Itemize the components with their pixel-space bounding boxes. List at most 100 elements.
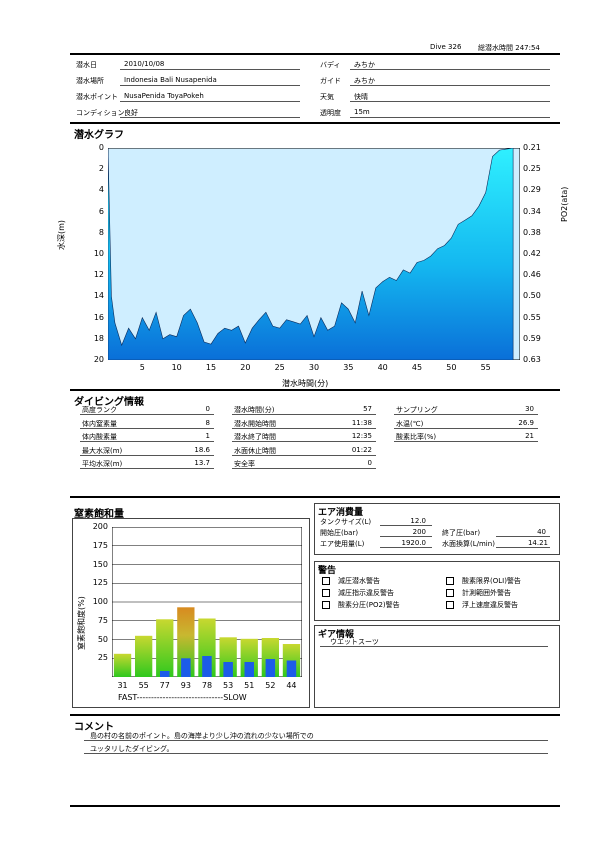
gear-panel: [314, 625, 560, 708]
dive-number-value: 326: [448, 43, 462, 51]
nitrogen-category-label: 52: [265, 681, 276, 690]
time-tick-label: 40: [377, 363, 388, 372]
comment-line-2: ユッタリしたダイビング。: [90, 745, 174, 753]
nitrogen-category-label: 51: [244, 681, 255, 690]
nitrogen-tick-label: 100: [92, 597, 108, 606]
po2-tick-label: 0.59: [523, 333, 541, 343]
time-tick-label: 20: [240, 363, 251, 372]
nitrogen-tick-label: 200: [92, 522, 108, 531]
nitrogen-category-label: 77: [159, 681, 170, 690]
diving-info-label: 潜水開始時間: [234, 419, 276, 428]
place-value: Indonesia Bali Nusapenida: [124, 76, 217, 84]
place-underline: [120, 85, 300, 86]
time-tick-label: 50: [446, 363, 457, 372]
diving-info-underline: [80, 414, 214, 415]
condition-underline: [120, 117, 300, 118]
slow-label: SLOW: [223, 693, 247, 702]
fast-label: FAST: [118, 693, 137, 702]
surface-rate-value: 14.21: [527, 539, 548, 547]
po2-axis-label: PO2(ata): [560, 186, 569, 222]
diving-info-underline: [232, 441, 376, 442]
warning-label: 酸素限界(OLI)警告: [462, 577, 521, 585]
dive-profile-chart: [108, 148, 520, 360]
point-label: 潜水ポイント: [76, 93, 118, 101]
surface-rate-underline: [496, 547, 550, 548]
fast-slow-line: ------------------------------: [136, 693, 224, 702]
diving-info-value: 11:38: [351, 418, 372, 427]
comment-line-1: 島の村の名前のポイント。島の海岸より少し沖の流れの少ない場所での: [90, 732, 314, 740]
depth-tick-label: 10: [93, 249, 104, 258]
depth-tick-label: 8: [98, 227, 104, 237]
time-tick-label: 55: [480, 363, 491, 372]
depth-tick-label: 12: [93, 270, 104, 280]
start-pressure-value: 200: [412, 528, 426, 536]
warning-checkbox: [322, 577, 330, 585]
diving-info-underline: [80, 427, 214, 429]
diving-info-value: 57: [363, 405, 372, 413]
end-pressure-underline: [496, 536, 550, 537]
place-label: 潜水場所: [76, 77, 104, 85]
comment-line-1-underline: [84, 740, 548, 741]
diving-info-underline: [80, 454, 214, 456]
footer-rule: [70, 805, 560, 807]
diving-info-value: 01:22: [351, 445, 372, 454]
diving-info-underline: [80, 468, 214, 469]
nitrogen-category-label: 55: [138, 681, 149, 690]
diving-info-label: 酸素比率(%): [396, 433, 437, 441]
po2-tick-label: 0.29: [523, 185, 541, 195]
diving-info-label: 水面休止時間: [234, 446, 276, 455]
diving-info-label: 最大水深(m): [82, 446, 123, 455]
diving-info-value: 30: [525, 405, 534, 413]
warnings-title: 警告: [318, 566, 337, 576]
nitrogen-bar: [156, 619, 174, 677]
nitrogen-tick-label: 75: [97, 615, 108, 625]
diving-info-value: 26.9: [518, 418, 534, 427]
comment-title: コメント: [74, 722, 114, 733]
diving-info-label: 潜水時間(分): [234, 406, 275, 414]
diving-info-underline: [394, 414, 538, 415]
depth-tick-label: 4: [98, 185, 104, 195]
diving-info-label: 高度ランク: [82, 406, 117, 414]
diving-info-label: サンプリング: [396, 406, 438, 414]
date-label: 潜水日: [76, 61, 97, 69]
diving-info-value: 8: [205, 418, 210, 427]
warning-checkbox: [446, 577, 454, 585]
start-pressure-label: 開始圧(bar): [320, 529, 359, 537]
buddy-value: みちか: [354, 61, 375, 69]
po2-tick-label: 0.34: [523, 206, 541, 216]
po2-tick-label: 0.25: [523, 164, 541, 174]
time-tick-label: 35: [343, 363, 354, 372]
buddy-label: バディ: [320, 61, 341, 69]
depth-tick-label: 16: [93, 312, 104, 322]
depth-profile-area: [108, 148, 514, 360]
visibility-label: 透明度: [320, 109, 341, 117]
nitrogen-tick-label: 150: [92, 559, 108, 569]
time-tick-label: 25: [274, 363, 285, 372]
warning-label: 減圧潜水警告: [338, 577, 380, 585]
nitrogen-inner-bar: [244, 662, 254, 677]
weather-underline: [350, 101, 550, 102]
diving-info-value: 0: [205, 405, 210, 413]
diving-info-label: 体内窒素量: [82, 419, 117, 428]
visibility-underline: [350, 117, 550, 118]
dive-time-axis-label: 潜水時間(分): [282, 379, 329, 388]
nitrogen-inner-bar: [160, 671, 170, 677]
diving-info-underline: [232, 427, 376, 429]
air-used-value: 1920.0: [401, 539, 427, 547]
warning-label: 減圧指示違反警告: [338, 589, 394, 597]
nitrogen-tick-label: 175: [92, 540, 108, 550]
diving-info-underline: [394, 427, 538, 429]
nitrogen-category-label: 31: [117, 681, 128, 690]
depth-tick-label: 18: [93, 333, 104, 343]
end-pressure-value: 40: [537, 528, 546, 536]
diving-info-underline: [232, 454, 376, 456]
visibility-value: 15m: [354, 108, 370, 116]
tank-underline: [380, 525, 432, 526]
diving-info-label: 安全率: [234, 460, 255, 468]
nitrogen-category-label: 44: [286, 681, 297, 690]
nitrogen-bar: [113, 653, 132, 677]
depth-tick-label: 2: [98, 164, 104, 174]
end-pressure-label: 終了圧(bar): [442, 529, 481, 537]
po2-tick-label: 0.38: [523, 227, 541, 237]
warning-label: 浮上速度違反警告: [462, 601, 518, 609]
